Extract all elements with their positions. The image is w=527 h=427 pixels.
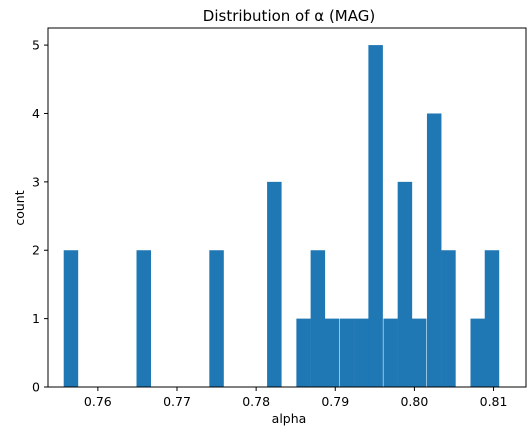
x-tick-label: 0.81 xyxy=(480,394,508,409)
histogram-bar xyxy=(411,318,427,387)
histogram-bar xyxy=(397,181,413,387)
histogram-bar xyxy=(339,318,355,387)
histogram-bar xyxy=(310,250,326,387)
x-tick-label: 0.78 xyxy=(242,394,270,409)
histogram-bar xyxy=(209,250,224,387)
histogram-bar xyxy=(368,45,383,387)
histogram-bar xyxy=(354,318,369,387)
histogram-bar xyxy=(484,250,500,387)
plot-frame xyxy=(47,27,527,388)
histogram-bar xyxy=(470,318,485,387)
y-tick-label: 1 xyxy=(32,311,40,326)
histogram-bar xyxy=(441,250,456,387)
histogram-bar xyxy=(296,318,311,387)
chart-title: Distribution of α (MAG) xyxy=(203,7,375,25)
x-axis-label: alpha xyxy=(272,411,307,426)
histogram-bar xyxy=(63,250,79,387)
x-axis: 0.76 0.77 0.78 0.79 0.80 0.81 xyxy=(84,387,508,409)
y-tick-label: 4 xyxy=(32,106,40,121)
bars-group xyxy=(63,45,500,387)
y-tick-label: 3 xyxy=(32,174,40,189)
y-axis-label: count xyxy=(12,190,27,225)
y-tick-label: 0 xyxy=(32,380,40,395)
histogram-bar xyxy=(267,181,282,387)
x-tick-label: 0.76 xyxy=(84,394,112,409)
x-tick-label: 0.80 xyxy=(400,394,428,409)
y-tick-label: 2 xyxy=(32,243,40,258)
y-tick-label: 5 xyxy=(32,38,40,53)
histogram-bar xyxy=(426,113,442,387)
histogram-bar xyxy=(324,318,340,387)
x-tick-label: 0.79 xyxy=(321,394,349,409)
histogram-bar xyxy=(383,318,398,387)
histogram-bar xyxy=(136,250,151,387)
y-axis: 0 1 2 3 4 5 xyxy=(32,38,48,395)
x-tick-label: 0.77 xyxy=(163,394,191,409)
